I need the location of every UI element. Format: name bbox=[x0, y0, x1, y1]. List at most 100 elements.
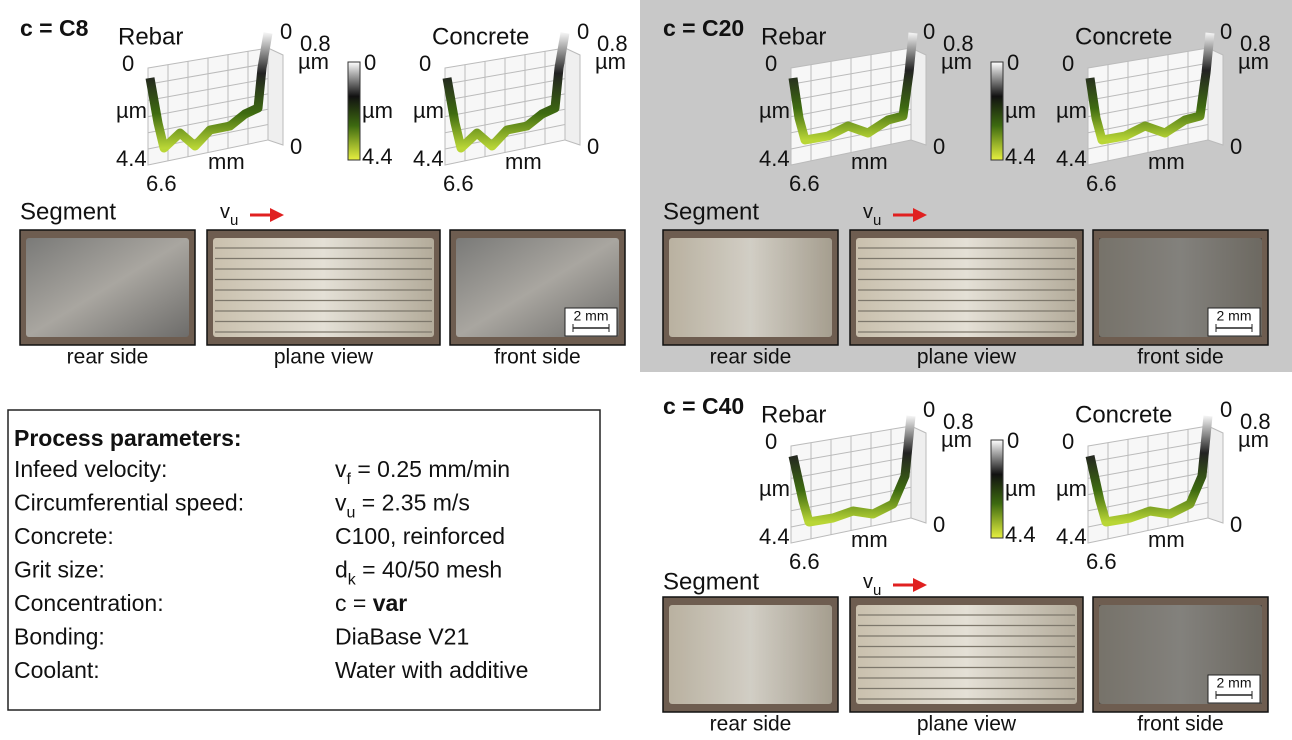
y-axis-label: µm bbox=[1238, 49, 1269, 74]
parameter-label: Bonding: bbox=[14, 624, 105, 650]
colorbar-top: 0 bbox=[1007, 428, 1019, 453]
plot-title: Concrete bbox=[1075, 401, 1172, 428]
colorbar-bottom: 4.4 bbox=[1005, 144, 1036, 169]
panel-title: c = C40 bbox=[663, 393, 744, 419]
y-start-label: 0 bbox=[1230, 512, 1242, 537]
photo-caption: front side bbox=[1137, 713, 1223, 736]
colorbar-bottom: 4.4 bbox=[362, 144, 393, 169]
z-top-label: 0 bbox=[419, 51, 431, 76]
parameter-label: Concrete: bbox=[14, 523, 114, 549]
x-axis-label: mm bbox=[1148, 527, 1185, 552]
x-axis-label: mm bbox=[1148, 149, 1185, 174]
scale-bar-label: 2 mm bbox=[1217, 308, 1252, 324]
z-axis-label: µm bbox=[1056, 476, 1087, 501]
speed-sub: u bbox=[230, 212, 238, 229]
speed-label: vu bbox=[863, 201, 881, 229]
x-axis-label: mm bbox=[505, 149, 542, 174]
x-end-label: 6.6 bbox=[789, 549, 820, 574]
plot-title: Rebar bbox=[761, 23, 826, 50]
x-axis-label: mm bbox=[851, 149, 888, 174]
speed-main: v bbox=[863, 201, 873, 223]
value-part: var bbox=[373, 590, 408, 616]
y-top-label: 0 bbox=[577, 19, 589, 44]
scale-box bbox=[564, 307, 618, 337]
y-start-label: 0 bbox=[290, 134, 302, 159]
parameters-title: Process parameters: bbox=[14, 425, 242, 451]
colorbar-top: 0 bbox=[1007, 50, 1019, 75]
speed-main: v bbox=[863, 571, 873, 593]
x-end-label: 6.6 bbox=[1086, 549, 1117, 574]
segment-photo bbox=[669, 238, 832, 337]
z-top-label: 0 bbox=[765, 51, 777, 76]
side-wall bbox=[267, 47, 284, 146]
parameters-box bbox=[7, 409, 601, 711]
y-end-label: 0.8 bbox=[1240, 409, 1271, 434]
z-top-label: 0 bbox=[122, 51, 134, 76]
plot-title: Rebar bbox=[761, 401, 826, 428]
value-part: = 0.25 mm/min bbox=[351, 456, 510, 482]
z-top-label: 0 bbox=[1062, 51, 1074, 76]
side-wall bbox=[1207, 47, 1224, 146]
value-part: v bbox=[335, 456, 347, 482]
scale-box bbox=[1207, 307, 1261, 337]
y-end-label: 0.8 bbox=[1240, 31, 1271, 56]
speed-label: vu bbox=[863, 571, 881, 599]
speed-sub: u bbox=[873, 212, 881, 229]
z-bottom-label: 4.4 bbox=[1056, 146, 1087, 171]
value-part: u bbox=[347, 504, 356, 521]
z-bottom-label: 4.4 bbox=[413, 146, 444, 171]
value-part: k bbox=[348, 571, 357, 588]
parameter-label: Circumferential speed: bbox=[14, 490, 244, 516]
plot-title: Concrete bbox=[432, 23, 529, 50]
photo-caption: front side bbox=[1137, 346, 1223, 369]
z-axis-label: µm bbox=[116, 98, 147, 123]
y-top-label: 0 bbox=[1220, 397, 1232, 422]
segment-label: Segment bbox=[663, 568, 759, 595]
value-part: = 2.35 m/s bbox=[355, 490, 469, 516]
x-end-label: 6.6 bbox=[1086, 171, 1117, 196]
colorbar bbox=[347, 61, 361, 161]
colorbar-bottom: 4.4 bbox=[1005, 522, 1036, 547]
colorbar-axis: µm bbox=[1005, 476, 1036, 501]
panel-title: c = C8 bbox=[20, 15, 89, 41]
arrow-head bbox=[270, 208, 284, 222]
x-end-label: 6.6 bbox=[789, 171, 820, 196]
y-end-label: 0.8 bbox=[943, 409, 974, 434]
value-part: C100, reinforced bbox=[335, 523, 505, 549]
surface-profile bbox=[788, 32, 918, 145]
x-end-label: 6.6 bbox=[146, 171, 177, 196]
y-top-label: 0 bbox=[280, 19, 292, 44]
y-axis-label: µm bbox=[298, 49, 329, 74]
parameter-value: dk = 40/50 mesh bbox=[335, 557, 502, 589]
parameter-label: Grit size: bbox=[14, 557, 105, 583]
side-wall bbox=[1207, 425, 1224, 524]
z-axis-label: µm bbox=[759, 476, 790, 501]
value-part: DiaBase V21 bbox=[335, 624, 469, 650]
value-part: d bbox=[335, 557, 348, 583]
y-top-label: 0 bbox=[923, 19, 935, 44]
value-part: c = bbox=[335, 590, 373, 616]
colorbar bbox=[990, 61, 1004, 161]
plot-title: Concrete bbox=[1075, 23, 1172, 50]
z-bottom-label: 4.4 bbox=[1056, 524, 1087, 549]
parameter-label: Coolant: bbox=[14, 657, 100, 683]
y-axis-label: µm bbox=[1238, 427, 1269, 452]
y-axis-label: µm bbox=[941, 49, 972, 74]
z-bottom-label: 4.4 bbox=[116, 146, 147, 171]
y-top-label: 0 bbox=[923, 397, 935, 422]
colorbar bbox=[990, 439, 1004, 539]
photo-caption: plane view bbox=[917, 713, 1017, 736]
segment-label: Segment bbox=[20, 198, 116, 225]
parameter-label: Infeed velocity: bbox=[14, 456, 167, 482]
z-top-label: 0 bbox=[1062, 429, 1074, 454]
parameter-value: C100, reinforced bbox=[335, 523, 505, 549]
z-top-label: 0 bbox=[765, 429, 777, 454]
surface-profile bbox=[1085, 415, 1213, 527]
surface-shade bbox=[669, 238, 832, 337]
y-end-label: 0.8 bbox=[597, 31, 628, 56]
colorbar-axis: µm bbox=[362, 98, 393, 123]
side-wall bbox=[564, 47, 581, 146]
photo-caption: plane view bbox=[917, 346, 1017, 369]
photo-caption: rear side bbox=[710, 346, 792, 369]
